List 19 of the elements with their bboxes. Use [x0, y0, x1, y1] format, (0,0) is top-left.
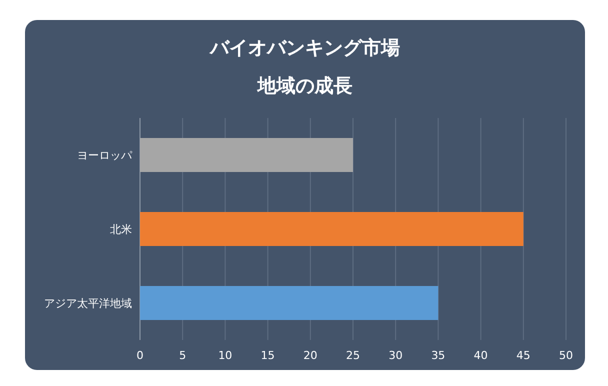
- chart-subtitle: 地域の成長: [256, 75, 352, 97]
- y-tick-label: アジア太平洋地域: [44, 297, 132, 310]
- x-tick-label: 50: [559, 349, 573, 362]
- x-tick-label: 15: [260, 349, 275, 362]
- x-tick-label: 30: [388, 349, 403, 362]
- x-tick-label: 35: [431, 349, 446, 362]
- x-tick-label: 20: [303, 349, 318, 362]
- bar: [140, 138, 353, 172]
- x-tick-label: 10: [218, 349, 232, 362]
- x-tick-label: 40: [474, 349, 488, 362]
- bar: [140, 212, 524, 246]
- y-tick-label: ヨーロッパ: [77, 149, 133, 162]
- bar: [140, 286, 438, 320]
- x-tick-label: 0: [136, 349, 144, 362]
- x-tick-label: 45: [516, 349, 530, 362]
- x-tick-label: 5: [179, 349, 186, 362]
- chart-title: バイオバンキング市場: [209, 37, 400, 59]
- x-tick-label: 25: [346, 349, 360, 362]
- y-tick-label: 北米: [110, 223, 132, 236]
